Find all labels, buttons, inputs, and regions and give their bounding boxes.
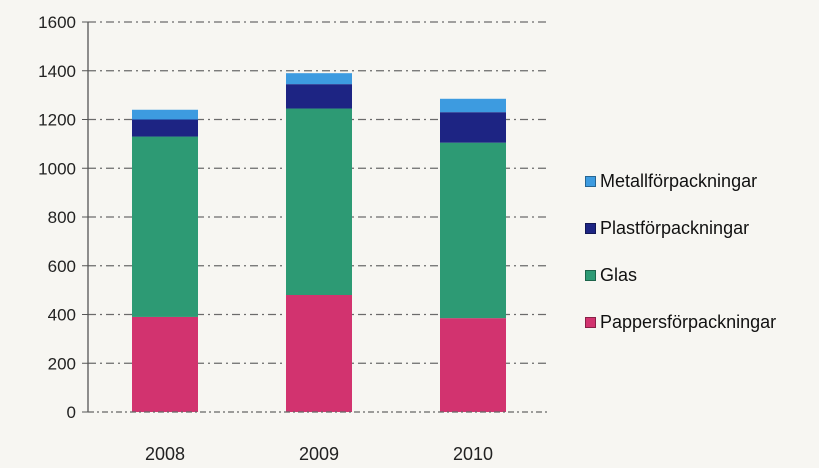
y-tick-label: 1000 — [38, 159, 76, 178]
legend-swatch — [585, 269, 596, 281]
bar-segment — [286, 108, 352, 295]
bar-segment — [132, 136, 198, 317]
legend-item: Pappersförpackningar — [585, 306, 776, 338]
bar-segment — [132, 119, 198, 137]
legend-item: Plastförpackningar — [585, 212, 776, 244]
bar-segment — [440, 112, 506, 143]
bar-segment — [286, 295, 352, 412]
legend-swatch — [585, 222, 596, 234]
bar-segment — [132, 109, 198, 120]
bar-segment — [440, 98, 506, 113]
legend-label: Plastförpackningar — [600, 217, 750, 238]
legend-swatch — [585, 175, 596, 187]
x-tick-label: 2009 — [299, 444, 339, 464]
x-tick-label: 2008 — [145, 444, 185, 464]
y-tick-label: 600 — [48, 257, 76, 276]
bar-segment — [286, 73, 352, 85]
legend: Metallförpackningar Plastförpackningar Gla… — [585, 165, 776, 353]
y-tick-label: 400 — [48, 306, 76, 325]
y-axis-ticks: 0 200 400 600 800 1000 1200 1400 1600 — [38, 13, 88, 422]
bar-segment — [440, 318, 506, 412]
legend-swatch — [585, 316, 596, 328]
bar-segment — [132, 316, 198, 412]
y-tick-label: 200 — [48, 354, 76, 373]
bar-segment — [440, 142, 506, 319]
bars — [132, 73, 506, 412]
y-tick-label: 1400 — [38, 62, 76, 81]
x-axis-ticks: 2008 2009 2010 — [145, 444, 493, 464]
legend-item: Glas — [585, 259, 776, 291]
legend-item: Metallförpackningar — [585, 165, 776, 197]
legend-label: Pappersförpackningar — [600, 311, 777, 332]
y-tick-label: 1600 — [38, 13, 76, 32]
y-tick-label: 1200 — [38, 111, 76, 130]
y-tick-label: 800 — [48, 208, 76, 227]
y-tick-label: 0 — [67, 403, 76, 422]
legend-label: Glas — [600, 264, 638, 285]
x-tick-label: 2010 — [453, 444, 493, 464]
legend-label: Metallförpackningar — [600, 170, 758, 191]
bar-segment — [286, 84, 352, 109]
